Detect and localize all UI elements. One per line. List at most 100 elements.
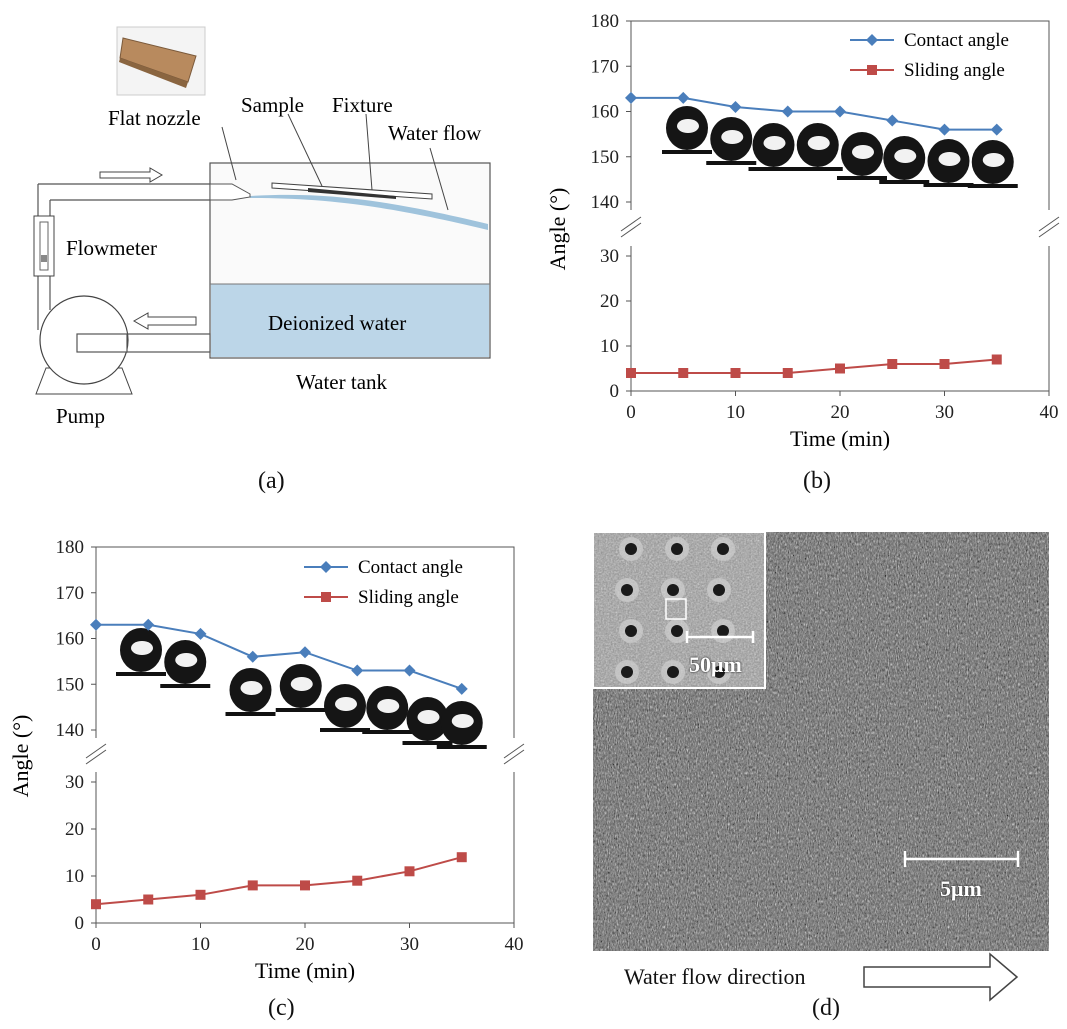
inset-pit [671, 625, 683, 637]
data-point-sliding-angle [782, 368, 793, 378]
y-tick-label: 140 [56, 720, 85, 741]
chart-b: 140 150 160 170 180 0 10 20 30 0 10 20 30 40 Time (min… [545, 11, 1060, 451]
y-tick-label: 20 [65, 819, 84, 840]
data-point-sliding-angle [939, 359, 950, 369]
legend-label: Sliding angle [904, 60, 1005, 81]
inset-pits [615, 537, 735, 684]
y-tick-label: 30 [65, 772, 84, 793]
data-point-contact-angle [455, 682, 468, 695]
droplet-substrate [748, 167, 799, 171]
flow-direction-label: Water flow direction [624, 964, 806, 989]
droplet-highlight [894, 149, 917, 163]
main-scale-label: 5μm [940, 876, 982, 901]
series-line-sliding-angle [95, 856, 463, 906]
x-axis-title: Time (min) [255, 958, 355, 983]
data-point-contact-angle [938, 123, 951, 136]
droplet-highlight [377, 699, 400, 713]
inset-pit [621, 666, 633, 678]
droplet-substrate [706, 161, 757, 165]
droplet-highlight [721, 130, 744, 144]
y-tick-label: 150 [591, 147, 620, 168]
droplet-substrate [923, 183, 974, 187]
x-tick-label: 0 [91, 934, 101, 955]
droplet-substrate [116, 672, 166, 676]
droplet-substrate [225, 712, 276, 716]
y-tick-label: 30 [600, 246, 619, 267]
x-tick-label: 40 [505, 934, 524, 955]
data-point-sliding-angle [991, 354, 1002, 365]
data-point-contact-angle [677, 91, 690, 104]
y-tick-label: 170 [56, 583, 85, 604]
y-tick-label: 10 [600, 336, 619, 357]
droplet-highlight [677, 119, 699, 133]
inset-scale-bar [685, 631, 755, 643]
x-tick-label: 30 [400, 934, 419, 955]
droplet-highlight [290, 677, 313, 691]
droplet-substrate [837, 176, 887, 180]
x-tick-label: 30 [935, 402, 954, 423]
y-tick-label: 20 [600, 291, 619, 312]
inset-pit [713, 666, 725, 678]
droplet-highlight [175, 653, 198, 667]
data-point-contact-angle [886, 114, 899, 127]
data-point-contact-angle [781, 105, 794, 118]
legend-label: Contact angle [358, 557, 463, 578]
axis-break-right [1038, 216, 1060, 238]
axis-break-right-gap [1040, 220, 1058, 234]
data-point-contact-angle [403, 664, 416, 677]
droplet-highlight [763, 136, 786, 150]
inset-pit [717, 543, 729, 555]
droplet-highlight [417, 710, 440, 724]
inset-zoom-box [665, 598, 687, 620]
droplet-highlight [852, 145, 874, 159]
droplet-highlight [451, 714, 474, 728]
panel-label-d: (d) [812, 995, 840, 1021]
label-flat-nozzle: Flat nozzle [108, 106, 201, 130]
data-point-sliding-angle [143, 894, 154, 905]
label-pump: Pump [56, 404, 105, 428]
data-point-sliding-angle [195, 889, 206, 900]
inset-pit [625, 625, 637, 637]
y-tick-label: 160 [56, 629, 85, 650]
plot-frame-upper [95, 546, 515, 738]
data-point-sliding-angle [456, 852, 467, 863]
axis-break-right [503, 743, 525, 765]
label-deionized-water: Deionized water [268, 311, 406, 335]
inset-scale-label: 50μm [689, 652, 742, 677]
data-point-contact-angle [142, 618, 155, 631]
inset-pit [713, 584, 725, 596]
y-tick-label: 10 [65, 866, 84, 887]
y-tick-label: 180 [56, 537, 85, 558]
droplet-highlight [335, 697, 357, 711]
legend-label: Sliding angle [358, 587, 459, 608]
series-line-contact-angle [631, 96, 997, 131]
data-point-contact-angle [90, 618, 102, 631]
data-point-contact-angle [729, 100, 742, 113]
label-water-tank: Water tank [296, 370, 388, 394]
droplet-substrate [967, 184, 1018, 188]
label-sample: Sample [241, 93, 304, 117]
label-flowmeter: Flowmeter [66, 236, 157, 260]
series-line-sliding-angle [631, 358, 997, 374]
axis-break-left-gap [622, 220, 640, 234]
data-point-sliding-angle [352, 875, 363, 886]
series-line-contact-angle [96, 623, 463, 690]
x-tick-label: 40 [1040, 402, 1059, 423]
inset-pit [671, 543, 683, 555]
droplet-substrate [792, 167, 843, 171]
data-point-sliding-angle [835, 363, 845, 374]
droplet-substrate [436, 745, 487, 749]
legend-label: Contact angle [904, 30, 1009, 51]
y-tick-label: 150 [56, 674, 85, 695]
flow-arrow-right [99, 167, 163, 183]
x-tick-label: 20 [296, 934, 315, 955]
setup-schematic: Flat nozzle Sample Fixture Water flow Fl… [33, 26, 491, 428]
label-fixture: Fixture [332, 93, 393, 117]
y-tick-label: 0 [75, 913, 85, 934]
droplet-substrate [320, 728, 370, 732]
data-point-sliding-angle [300, 880, 310, 891]
label-water-flow: Water flow [388, 121, 482, 145]
deionized-water-body [211, 284, 489, 357]
data-point-contact-angle [194, 627, 207, 640]
droplet-substrate [662, 150, 712, 154]
